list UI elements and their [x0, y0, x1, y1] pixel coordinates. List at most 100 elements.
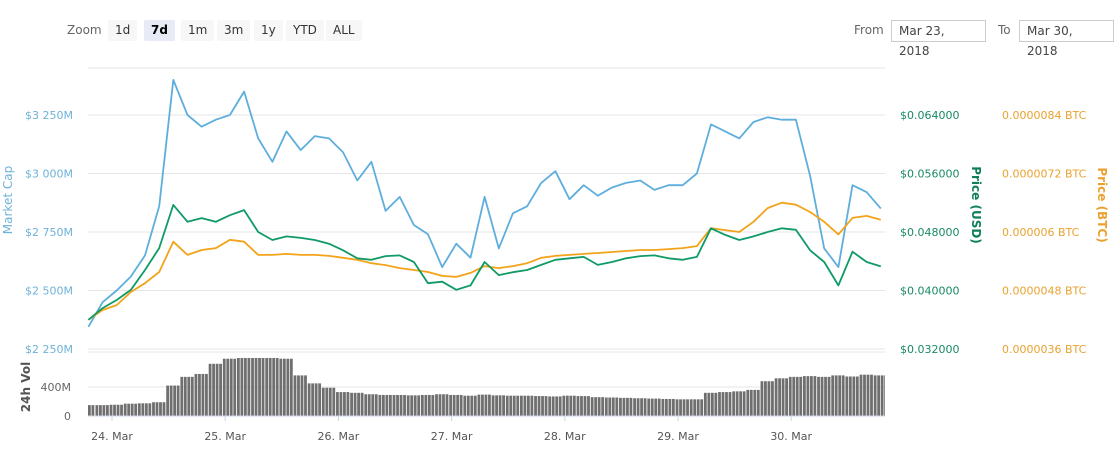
price-usd-tick: $0.032000: [900, 343, 960, 356]
volume-bar: [753, 389, 757, 416]
volume-bar: [880, 375, 884, 416]
price-btc-tick: 0.0000072 BTC: [1002, 168, 1087, 181]
volume-bar: [304, 375, 307, 416]
volume-bar: [799, 376, 803, 416]
volume-bar: [749, 389, 753, 416]
volume-bar: [127, 403, 131, 416]
x-tick-label: 27. Mar: [431, 430, 473, 443]
volume-bar: [279, 358, 283, 416]
volume-bar: [523, 395, 527, 416]
volume-bar: [626, 397, 629, 416]
volume-bar: [703, 392, 707, 416]
volume-bar: [491, 395, 495, 416]
volume-bar: [403, 394, 406, 416]
volume-axis-title: 24h Vol: [19, 362, 33, 412]
volume-bar: [176, 385, 180, 416]
volume-bar: [746, 389, 750, 416]
zoom-button-1y[interactable]: 1y: [254, 20, 283, 41]
volume-bar: [852, 376, 856, 416]
volume-bar: [463, 395, 467, 416]
price-usd-tick: $0.064000: [900, 109, 960, 122]
volume-bar: [516, 395, 520, 416]
volume-bar: [640, 398, 643, 416]
volume-bar: [459, 394, 463, 416]
zoom-button-1d[interactable]: 1d: [108, 20, 138, 41]
volume-bar: [710, 392, 714, 416]
volume-bar: [495, 395, 498, 416]
volume-bar: [229, 358, 233, 416]
volume-bar: [183, 376, 187, 416]
volume-bar: [558, 396, 562, 416]
volume-bar: [268, 358, 272, 416]
volume-bar: [201, 373, 205, 416]
volume-bar: [739, 391, 743, 416]
volume-bar: [824, 376, 827, 416]
volume-bar: [866, 374, 870, 416]
zoom-button-all[interactable]: ALL: [326, 20, 362, 41]
volume-bar: [194, 373, 198, 416]
volume-bar: [187, 376, 191, 416]
to-date-input[interactable]: Mar 30, 2018: [1019, 20, 1114, 58]
volume-bar: [215, 363, 219, 416]
x-tick-label: 30. Mar: [770, 430, 812, 443]
volume-bar: [537, 396, 541, 416]
volume-bar: [884, 375, 885, 416]
price-usd-line: [87, 203, 882, 321]
x-tick-label: 25. Mar: [204, 430, 246, 443]
volume-bar: [509, 395, 513, 416]
volume-bar: [502, 395, 505, 416]
volume-bar: [275, 358, 279, 416]
volume-bar: [689, 399, 693, 416]
x-tick-label: 24. Mar: [91, 430, 133, 443]
volume-bar: [350, 392, 353, 416]
volume-bar: [551, 396, 555, 416]
volume-bar: [576, 396, 580, 416]
volume-bar: [141, 403, 145, 416]
zoom-button-ytd[interactable]: YTD: [286, 20, 324, 41]
volume-bar: [222, 358, 226, 416]
volume-bar: [870, 374, 873, 416]
volume-bar: [764, 381, 767, 416]
zoom-button-3m[interactable]: 3m: [217, 20, 251, 41]
volume-bar: [781, 378, 785, 416]
market-cap-axis-title: Market Cap: [1, 166, 15, 234]
volume-bar: [548, 396, 552, 416]
from-date-input[interactable]: Mar 23, 2018: [891, 20, 986, 58]
price-btc-tick: 0.0000084 BTC: [1002, 109, 1087, 122]
volume-bar: [166, 385, 170, 416]
zoom-button-7d[interactable]: 7d: [144, 20, 175, 41]
volume-bar: [555, 396, 559, 416]
volume-bar: [105, 405, 109, 416]
volume-bar: [473, 395, 477, 416]
volume-bar: [364, 394, 368, 416]
zoom-button-1m[interactable]: 1m: [181, 20, 215, 41]
volume-bar: [258, 358, 261, 416]
volume-bar: [512, 395, 516, 416]
volume-bar: [742, 391, 746, 416]
volume-bar: [714, 392, 718, 416]
market-cap-tick: $2 750M: [25, 226, 73, 239]
volume-bar: [98, 405, 102, 416]
volume-bar: [374, 394, 378, 416]
volume-bar: [339, 392, 343, 416]
volume-bar: [325, 387, 329, 416]
volume-bar: [572, 395, 576, 416]
volume-bar: [388, 394, 392, 416]
volume-bar: [314, 383, 318, 416]
volume-bar: [399, 394, 403, 416]
volume-bar: [668, 398, 672, 416]
volume-bar: [873, 375, 877, 416]
volume-bar: [693, 399, 697, 416]
volume-bar: [208, 363, 212, 416]
volume-bar: [611, 397, 615, 416]
volume-bar: [831, 375, 835, 416]
volume-bar: [541, 396, 544, 416]
volume-bar: [562, 395, 566, 416]
volume-bar: [590, 397, 594, 416]
volume-bar: [198, 373, 201, 416]
volume-bar: [456, 394, 460, 416]
x-tick-label: 29. Mar: [657, 430, 699, 443]
volume-bar: [144, 403, 148, 416]
volume-bar: [643, 398, 647, 416]
